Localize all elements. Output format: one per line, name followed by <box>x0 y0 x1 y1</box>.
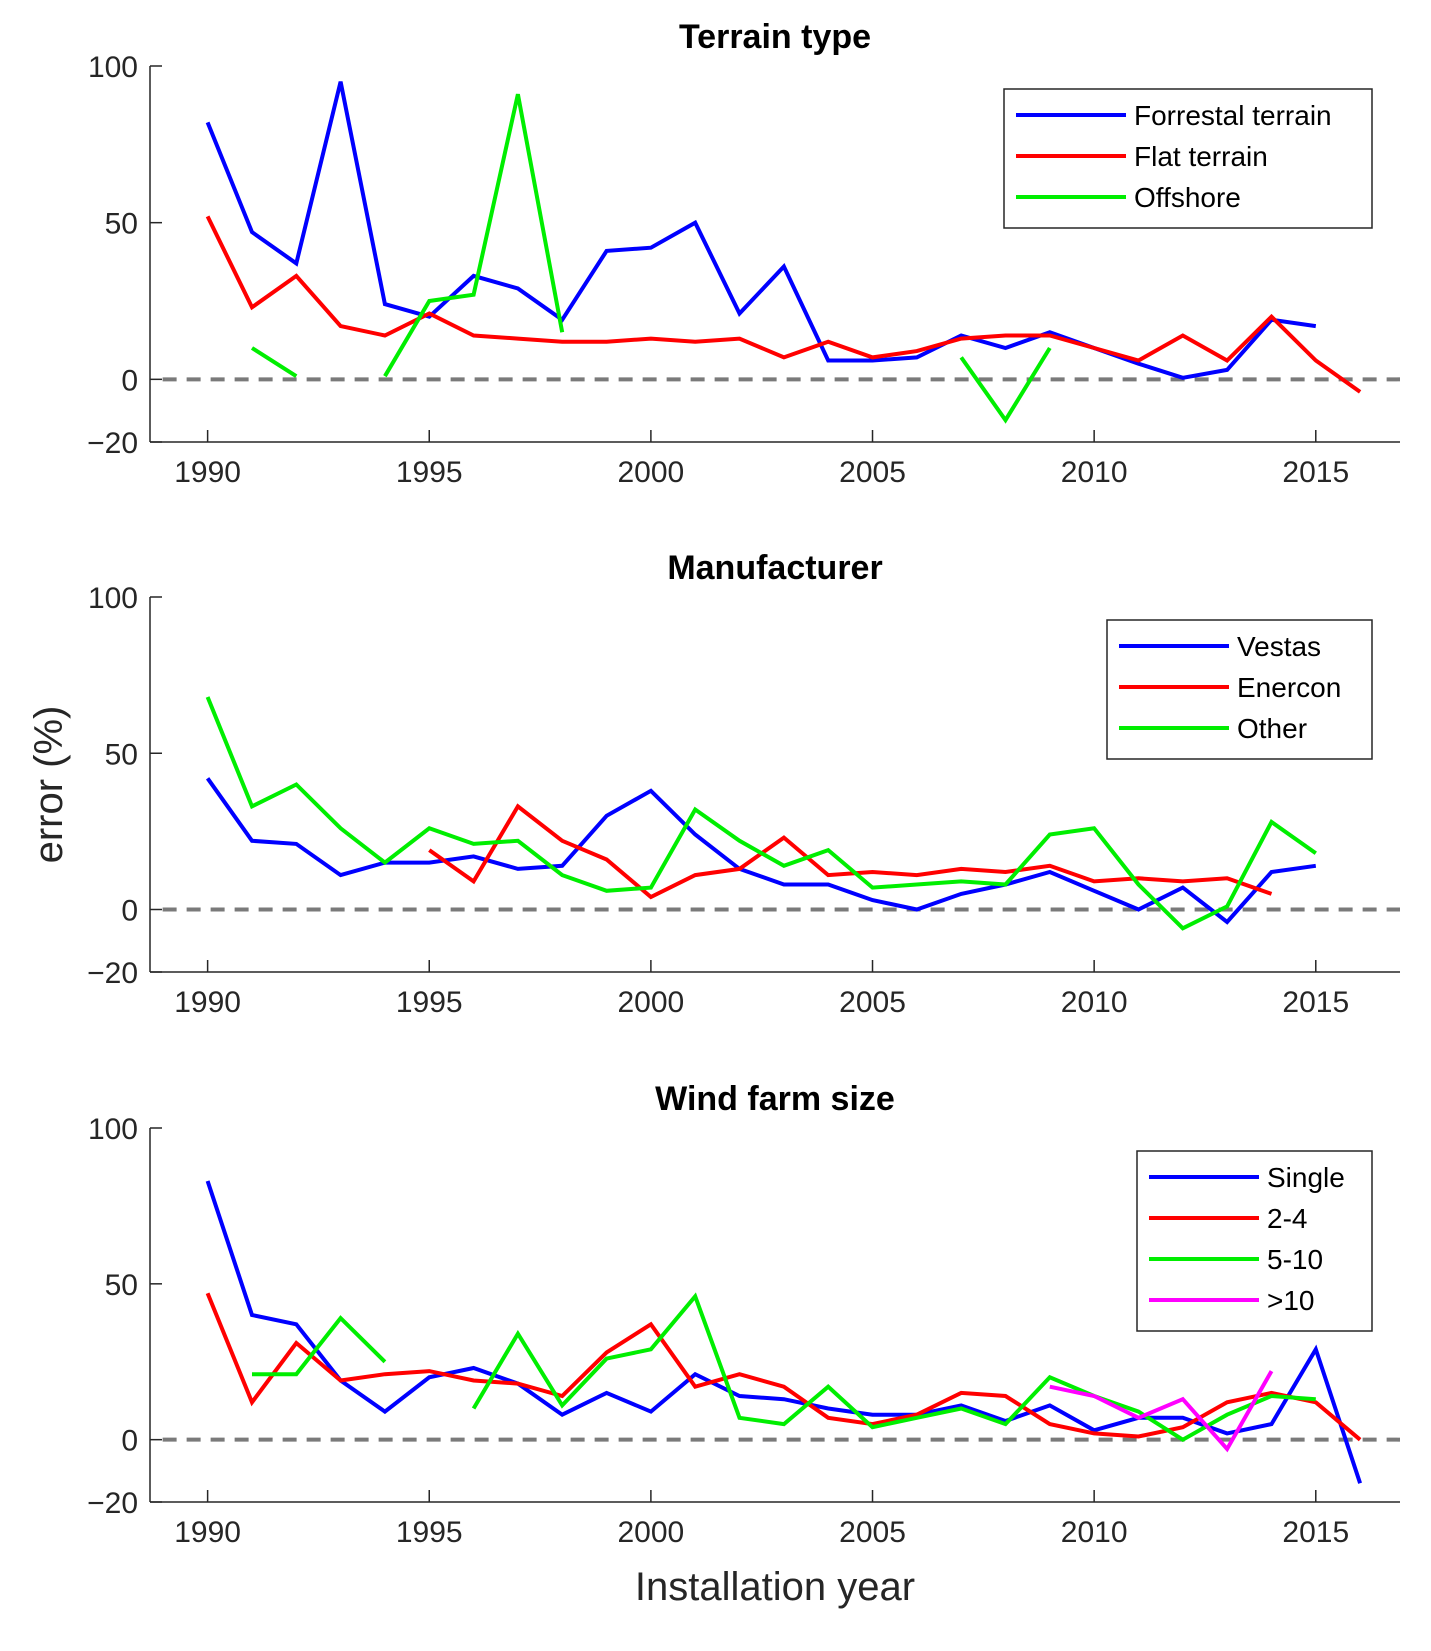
legend-label: Other <box>1237 713 1307 744</box>
series-line-vestas <box>205 777 1317 925</box>
chart-panel-2: Wind farm size −20 0 50 100 1990 1995 2000 2005 2… <box>87 1080 1400 1609</box>
y-tick-label: 50 <box>105 738 138 771</box>
x-tick-label: 2000 <box>618 1516 685 1549</box>
y-tick-label: 50 <box>105 208 138 241</box>
x-tick-label: 2005 <box>839 986 906 1019</box>
y-tick-label: −20 <box>87 957 138 990</box>
chart-title: Manufacturer <box>667 549 882 587</box>
y-tick-label: −20 <box>87 427 138 460</box>
x-tick-label: 2000 <box>618 456 685 489</box>
series-line-offshore <box>250 93 1052 424</box>
y-tick-label: 100 <box>88 582 138 615</box>
legend-box <box>1106 619 1373 760</box>
x-axis-label: Installation year <box>635 1565 915 1609</box>
chart-title: Terrain type <box>679 18 871 56</box>
x-tick-label: 2015 <box>1282 456 1349 489</box>
series-line--10 <box>1049 1370 1274 1453</box>
y-tick-label: 0 <box>121 1425 138 1458</box>
legend-label: 5-10 <box>1267 1244 1323 1275</box>
legend-box <box>1003 88 1373 229</box>
x-tick-label: 1995 <box>396 986 463 1019</box>
legend-label: Offshore <box>1134 182 1241 213</box>
series-line-forrestal-terrain <box>205 81 1317 380</box>
x-tick-label: 1995 <box>396 1516 463 1549</box>
series-line-other <box>205 696 1317 931</box>
x-tick-label: 1995 <box>396 456 463 489</box>
legend-label: Forrestal terrain <box>1134 100 1332 131</box>
x-tick-label: 2005 <box>839 456 906 489</box>
x-tick-label: 2010 <box>1061 986 1128 1019</box>
legend-label: Vestas <box>1237 631 1321 662</box>
y-tick-label: 50 <box>105 1269 138 1302</box>
legend: Forrestal terrain Flat terrain Offshore <box>1003 88 1373 229</box>
x-tick-label: 1990 <box>174 986 241 1019</box>
legend-label: 2-4 <box>1267 1203 1307 1234</box>
series-line-enercon <box>428 803 1273 900</box>
x-tick-label: 2015 <box>1282 986 1349 1019</box>
legend-label: Enercon <box>1237 672 1341 703</box>
y-tick-label: −20 <box>87 1487 138 1520</box>
chart-panel-0: Terrain type −20 0 50 100 1990 1995 2000 2005 201… <box>87 18 1400 489</box>
y-tick-label: 100 <box>88 1113 138 1146</box>
chart-panel-1: Manufacturer −20 0 50 100 1990 1995 2000 2005 201… <box>27 549 1400 1019</box>
legend: Single 2-4 5-10 >10 <box>1136 1150 1373 1332</box>
y-tick-label: 0 <box>121 364 138 397</box>
x-tick-label: 2005 <box>839 1516 906 1549</box>
chart-title: Wind farm size <box>655 1080 895 1118</box>
legend: Vestas Enercon Other <box>1106 619 1373 760</box>
legend-label: Single <box>1267 1162 1345 1193</box>
legend-label: >10 <box>1267 1285 1315 1316</box>
x-tick-label: 1990 <box>174 1516 241 1549</box>
legend-label: Flat terrain <box>1134 141 1268 172</box>
x-tick-label: 2010 <box>1061 456 1128 489</box>
series-line-single <box>205 1180 1362 1484</box>
y-axis-label: error (%) <box>27 706 71 864</box>
x-tick-label: 2010 <box>1061 1516 1128 1549</box>
x-tick-label: 2015 <box>1282 1516 1349 1549</box>
y-tick-label: 0 <box>121 895 138 928</box>
series-line-flat-terrain <box>205 215 1362 394</box>
series-line-5-10 <box>252 1292 1316 1443</box>
x-tick-label: 2000 <box>618 986 685 1019</box>
y-tick-label: 100 <box>88 51 138 84</box>
x-tick-label: 1990 <box>174 456 241 489</box>
